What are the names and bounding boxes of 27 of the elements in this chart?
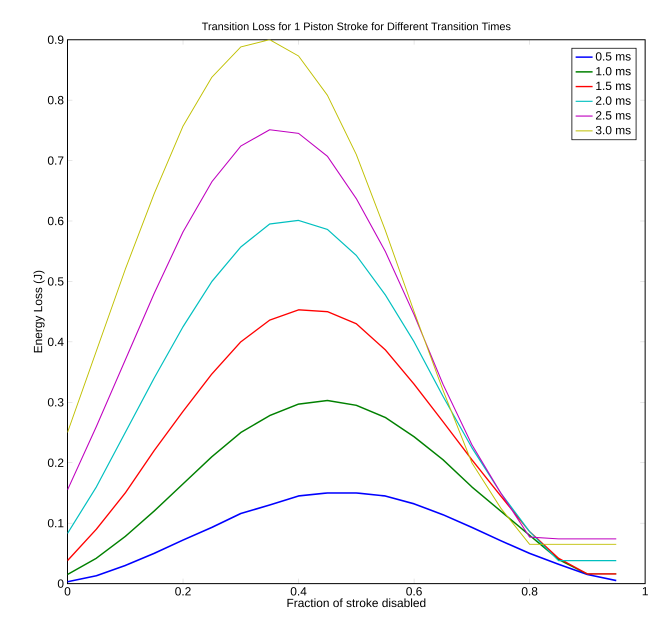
legend-label: 2.5 ms [596, 111, 631, 120]
x-axis-title: Fraction of stroke disabled [287, 598, 426, 608]
y-tick-label: 0 [58, 579, 64, 588]
y-tick-label: 0.9 [48, 35, 64, 44]
y-tick-label: 0.5 [48, 277, 64, 286]
x-tick-label: 0.2 [175, 587, 191, 596]
y-tick-label: 0.8 [48, 96, 64, 104]
x-tick-label: 0 [64, 587, 70, 596]
x-tick-label: 0.4 [290, 587, 306, 596]
legend-label: 0.5 ms [596, 52, 631, 61]
y-tick-label: 0.3 [48, 398, 64, 406]
y-tick-label: 0.1 [48, 518, 64, 528]
chart-title: Transition Loss for 1 Piston Stroke for Different Transition Times [202, 22, 511, 30]
y-tick-label: 0.6 [48, 216, 64, 226]
legend-label: 1.0 ms [596, 66, 631, 76]
y-tick-label: 0.7 [48, 156, 64, 165]
line-series [67, 309, 617, 575]
legend-label: 2.0 ms [596, 96, 631, 105]
x-tick-label: 0.6 [406, 587, 422, 596]
y-axis-title: Energy Loss (J) [33, 270, 45, 352]
line-series [67, 492, 618, 582]
x-tick-label: 0.8 [522, 587, 538, 596]
x-tick-label: 1 [642, 587, 648, 596]
y-tick-label: 0.4 [48, 338, 64, 346]
y-tick-label: 0.2 [48, 458, 64, 467]
legend-label: 1.5 ms [596, 82, 631, 90]
legend-label: 3.0 ms [596, 126, 631, 134]
